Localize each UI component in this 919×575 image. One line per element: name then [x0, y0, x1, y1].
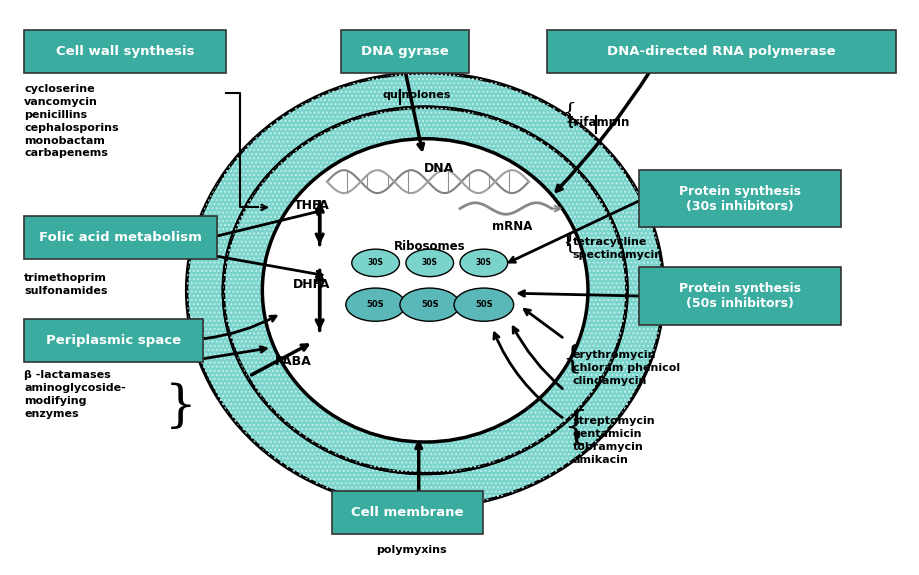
Text: {: {	[562, 343, 582, 374]
FancyBboxPatch shape	[547, 30, 895, 73]
Text: quinolones: quinolones	[381, 90, 450, 100]
Text: DNA gyrase: DNA gyrase	[360, 45, 448, 58]
Ellipse shape	[460, 249, 507, 277]
Ellipse shape	[351, 249, 399, 277]
Text: DNA: DNA	[424, 162, 454, 175]
Text: 50S: 50S	[367, 300, 384, 309]
Text: {: {	[562, 409, 587, 446]
Text: {rifampin: {rifampin	[565, 116, 630, 129]
Text: Folic acid metabolism: Folic acid metabolism	[40, 231, 202, 244]
FancyBboxPatch shape	[24, 319, 203, 362]
Ellipse shape	[400, 288, 460, 321]
FancyBboxPatch shape	[24, 30, 226, 73]
Text: 50S: 50S	[421, 300, 438, 309]
Text: DNA-directed RNA polymerase: DNA-directed RNA polymerase	[607, 45, 834, 58]
FancyBboxPatch shape	[638, 267, 840, 325]
Text: 50S: 50S	[474, 300, 493, 309]
Text: polymyxins: polymyxins	[376, 545, 447, 555]
Text: mRNA: mRNA	[492, 220, 532, 233]
FancyBboxPatch shape	[340, 30, 469, 73]
Ellipse shape	[187, 73, 663, 508]
Text: }: }	[165, 383, 196, 432]
Text: β -lactamases
aminoglycoside-
modifying
enzymes: β -lactamases aminoglycoside- modifying …	[24, 370, 126, 419]
Text: Ribosomes: Ribosomes	[393, 240, 465, 253]
Text: THFA: THFA	[293, 199, 329, 212]
FancyBboxPatch shape	[24, 216, 217, 259]
Ellipse shape	[346, 288, 405, 321]
Text: {: {	[562, 232, 576, 254]
Text: streptomycin
gentamicin
tobramycin
amikacin: streptomycin gentamicin tobramycin amika…	[573, 416, 654, 465]
Text: trimethoprim
sulfonamides: trimethoprim sulfonamides	[24, 273, 108, 296]
Text: cycloserine
vancomycin
penicillins
cephalosporins
monobactam
carbapenems: cycloserine vancomycin penicillins cepha…	[24, 85, 119, 158]
Text: 30S: 30S	[475, 258, 492, 267]
Ellipse shape	[262, 139, 587, 442]
Text: Protein synthesis
(30s inhibitors): Protein synthesis (30s inhibitors)	[678, 185, 800, 213]
Text: Protein synthesis
(50s inhibitors): Protein synthesis (50s inhibitors)	[678, 282, 800, 310]
Text: 30S: 30S	[421, 258, 437, 267]
Ellipse shape	[223, 108, 626, 473]
Text: PABA: PABA	[275, 355, 312, 369]
Text: Periplasmic space: Periplasmic space	[46, 334, 181, 347]
Ellipse shape	[454, 288, 513, 321]
Ellipse shape	[405, 249, 453, 277]
Ellipse shape	[223, 108, 626, 473]
Text: 30S: 30S	[368, 258, 383, 267]
Text: erythromycin
chloram phenicol
clindamycin: erythromycin chloram phenicol clindamyci…	[573, 350, 679, 386]
Text: DHFA: DHFA	[292, 278, 330, 291]
FancyBboxPatch shape	[638, 170, 840, 228]
Text: {: {	[562, 102, 576, 124]
Text: Cell membrane: Cell membrane	[351, 505, 463, 519]
FancyBboxPatch shape	[331, 490, 482, 534]
Text: tetracycline
spectinomycin: tetracycline spectinomycin	[573, 237, 663, 260]
Text: Cell wall synthesis: Cell wall synthesis	[56, 45, 194, 58]
